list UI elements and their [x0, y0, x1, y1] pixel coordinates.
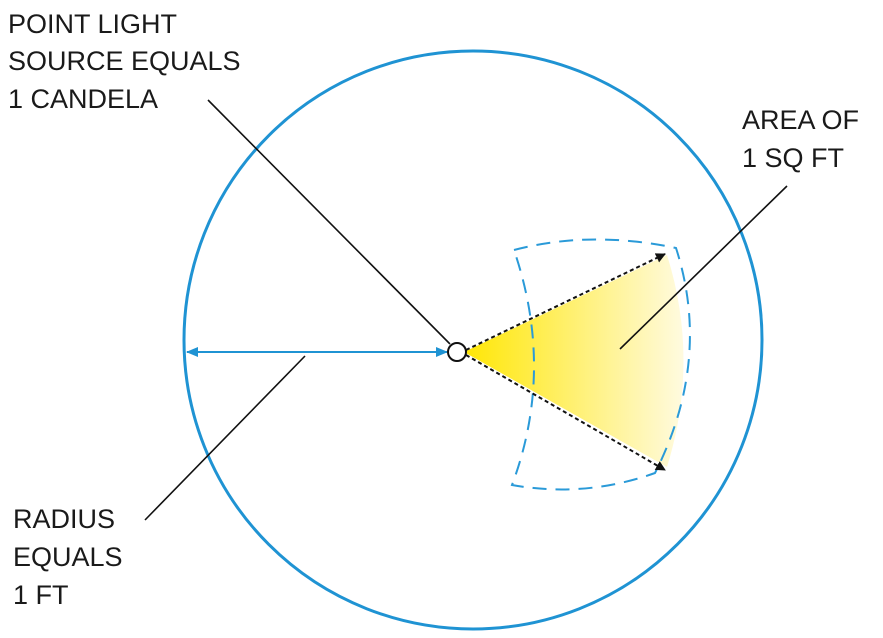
cone-edge-upper-arrow [465, 253, 666, 351]
radius-leader-line [144, 355, 306, 521]
area-label: AREA OF 1 SQ FT [742, 105, 867, 173]
light-cone [464, 255, 684, 467]
point-light-label: POINT LIGHT SOURCE EQUALS 1 CANDELA [8, 9, 248, 114]
area-leader-line [619, 185, 788, 350]
point-light-leader-line [207, 99, 451, 345]
sphere-circle [182, 49, 764, 631]
point-light-source [447, 342, 467, 362]
area-patch-outline [510, 238, 691, 491]
radius-label: RADIUS EQUALS 1 FT [13, 504, 130, 610]
cone-edge-lower-arrow [465, 354, 666, 471]
